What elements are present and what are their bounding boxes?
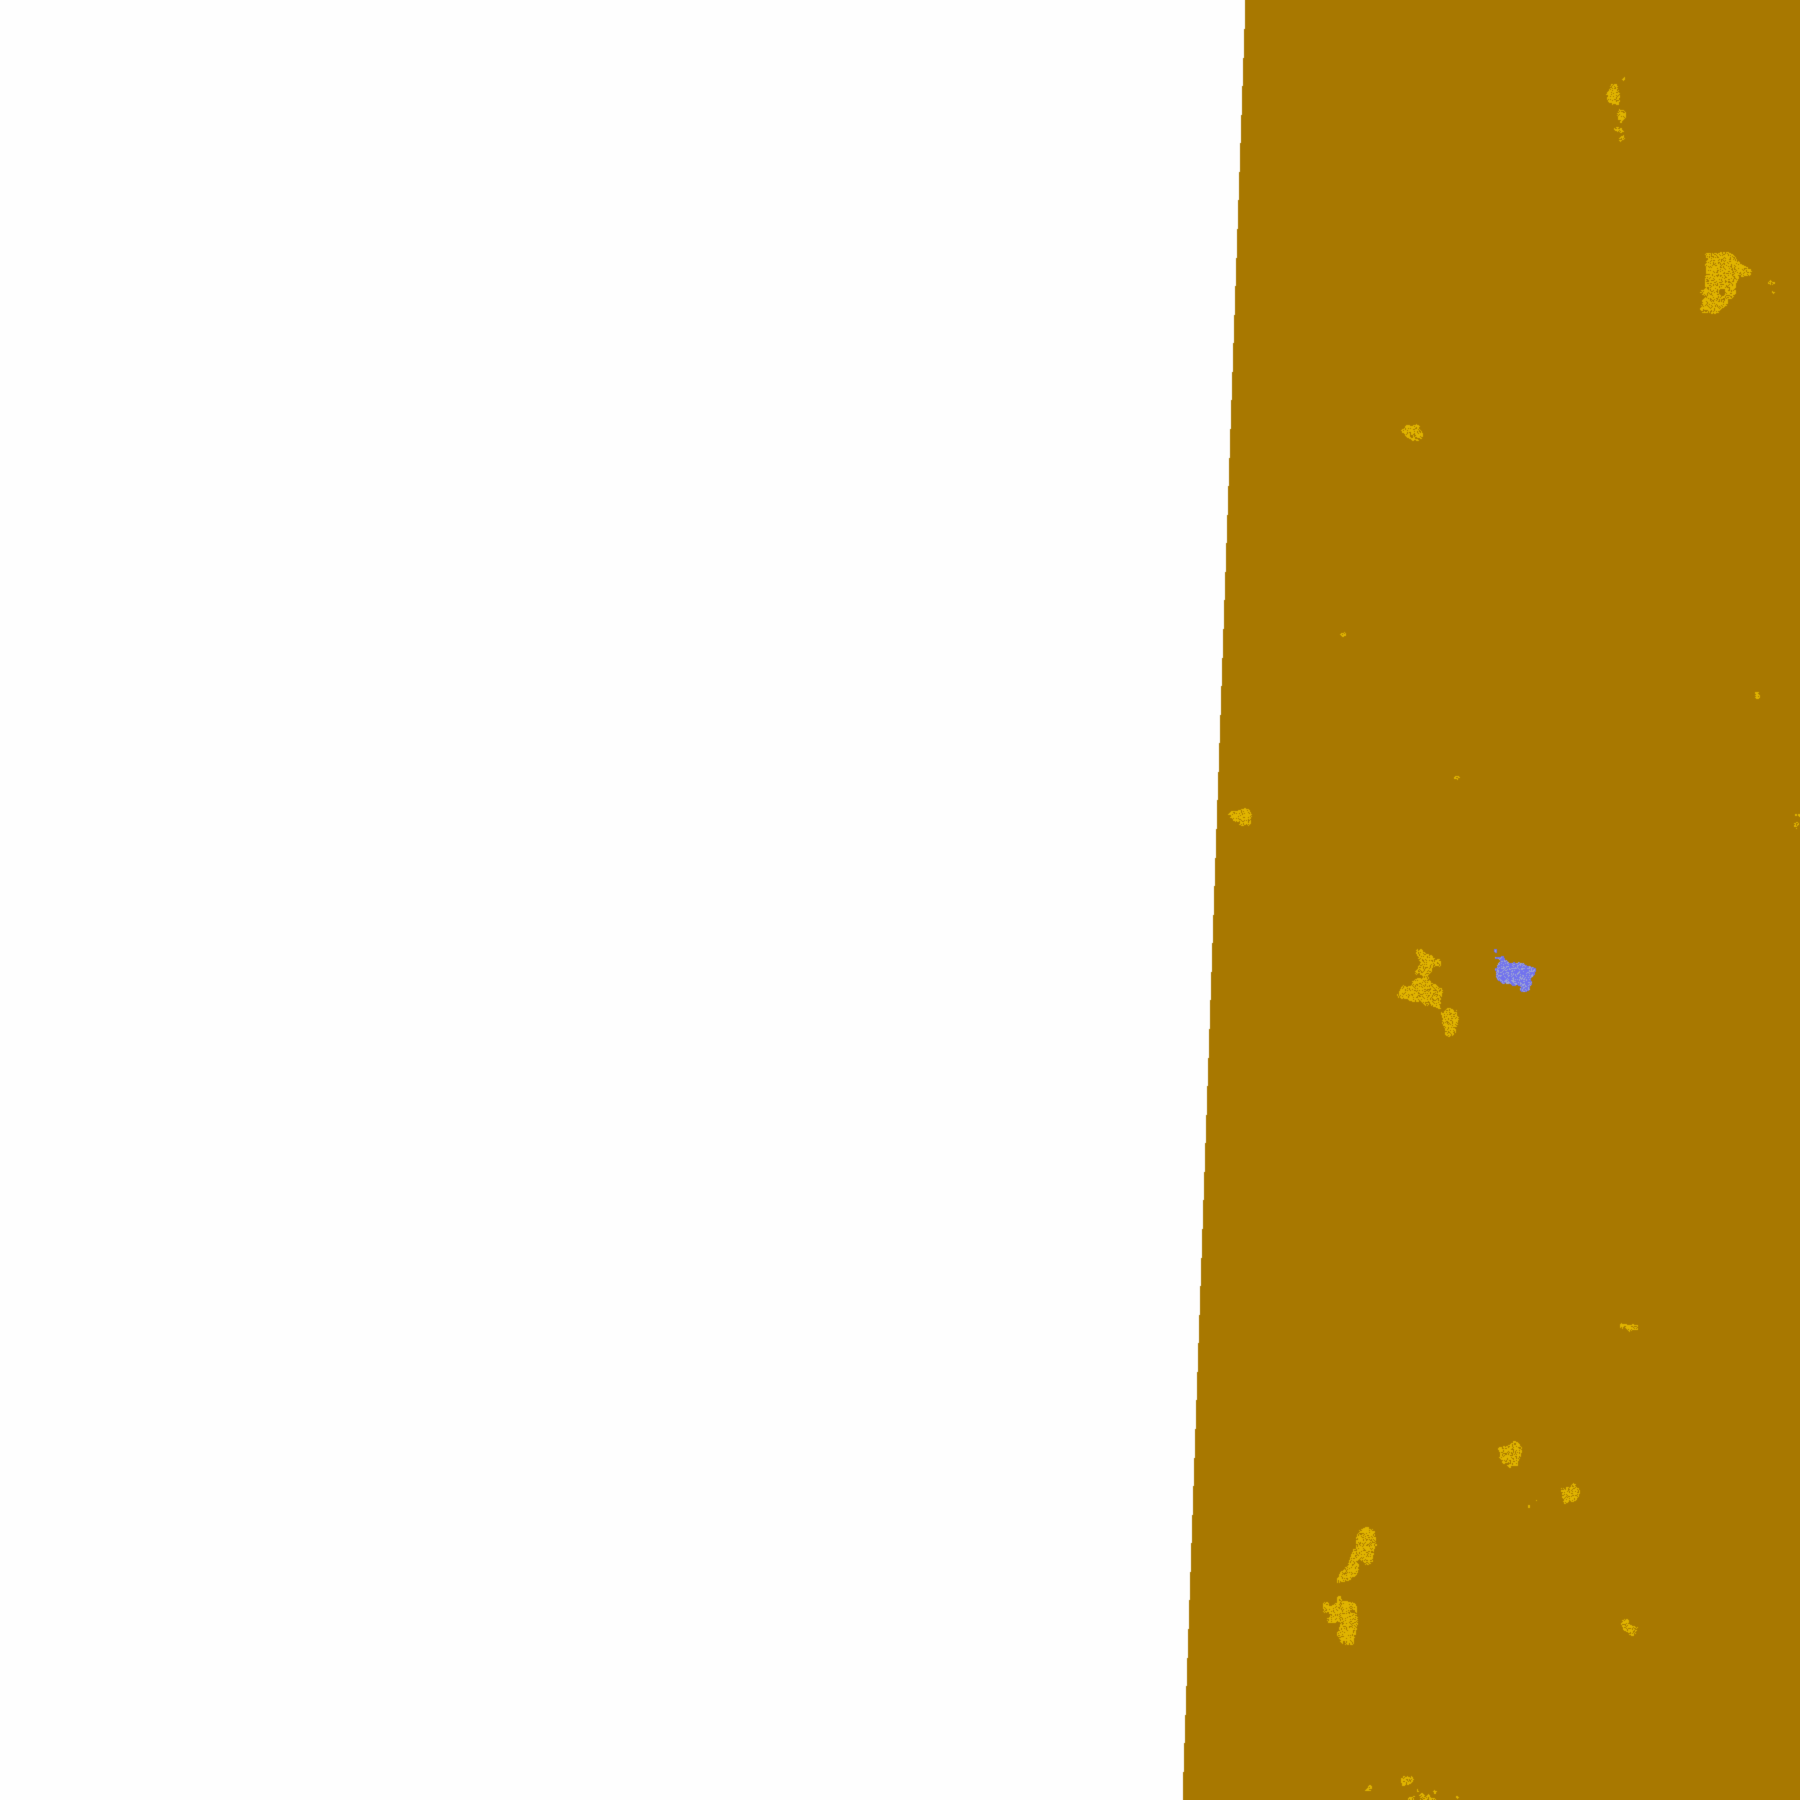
satellite-swath-image: [0, 0, 1800, 1800]
